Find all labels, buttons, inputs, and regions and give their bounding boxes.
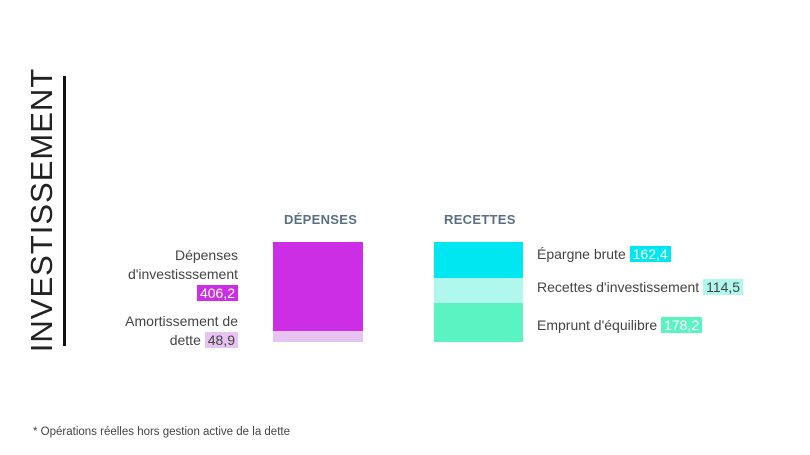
label-text: Emprunt d'équilibre — [537, 317, 658, 333]
bar-segment-recettes-investissement — [434, 277, 523, 303]
label-epargne-brute: Épargne brute 162,4 — [537, 245, 671, 264]
bar-segment-amortissement-dette — [273, 331, 363, 342]
footnote: * Opérations réelles hors gestion active… — [33, 426, 290, 438]
label-emprunt-equilibre: Emprunt d'équilibre 178,2 — [537, 316, 703, 335]
bar-segment-emprunt-equilibre — [434, 302, 523, 342]
label-text: dette — [169, 332, 201, 348]
label-text: Recettes d'investissement — [537, 279, 700, 295]
value-badge: 162,4 — [629, 246, 671, 262]
column-header-recettes: RECETTES — [444, 212, 516, 227]
label-amortissement-dette: Amortissement de dette 48,9 — [100, 312, 238, 350]
label-text: Amortissement de — [125, 313, 238, 329]
label-text: Dépenses — [174, 247, 238, 263]
bar-segment-depenses-investissement — [273, 242, 363, 332]
column-header-depenses: DÉPENSES — [284, 212, 358, 227]
value-badge: 178,2 — [661, 317, 703, 333]
value-badge: 48,9 — [204, 332, 238, 348]
label-depenses-investissement: Dépenses d'investisssement 406,2 — [100, 246, 238, 303]
bar-segment-epargne-brute — [434, 242, 523, 278]
label-recettes-investissement: Recettes d'investissement 114,5 — [537, 278, 744, 297]
label-text: Épargne brute — [537, 246, 626, 262]
label-text: d'investisssement — [127, 266, 238, 282]
value-badge: 114,5 — [703, 279, 744, 295]
value-badge: 406,2 — [196, 285, 238, 301]
title-divider — [63, 76, 66, 346]
section-title: INVESTISSEMENT — [24, 67, 59, 353]
